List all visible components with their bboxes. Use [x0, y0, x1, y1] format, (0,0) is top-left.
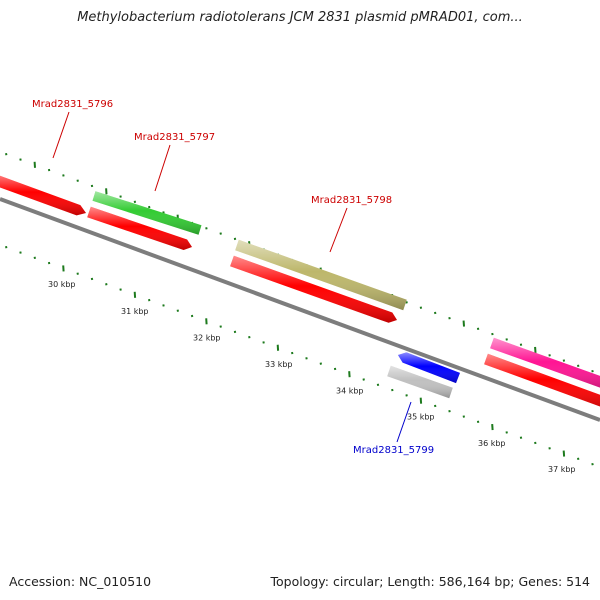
kbp-label: 31 kbp [121, 307, 149, 316]
kbp-label: 36 kbp [478, 439, 506, 448]
cds-5796-feature[interactable] [0, 173, 86, 216]
gene-green-feature[interactable] [92, 191, 202, 235]
gene-label[interactable]: Mrad2831_5797 [134, 132, 215, 143]
cds-5797-feature[interactable] [87, 206, 192, 250]
leader-line [329, 207, 348, 253]
cds-5798-feature[interactable] [230, 255, 397, 323]
map-title: Methylobacterium radiotolerans JCM 2831 … [77, 10, 523, 25]
summary-text: Topology: circular; Length: 586,164 bp; … [270, 574, 591, 589]
accession-text: Accession: NC_010510 [9, 574, 152, 589]
gene-magenta-feature[interactable] [490, 337, 600, 391]
plasmid-backbone [0, 197, 600, 422]
kbp-label: 33 kbp [265, 360, 293, 369]
kbp-label: 35 kbp [407, 413, 435, 422]
gene-olive-feature[interactable] [235, 239, 407, 311]
kbp-label: 37 kbp [548, 465, 576, 474]
gene-features [0, 173, 600, 410]
gene-label[interactable]: Mrad2831_5796 [32, 99, 113, 110]
kbp-scale-track [5, 246, 594, 466]
gene-grey-feature[interactable] [387, 365, 453, 399]
kbp-labels: 30 kbp 31 kbp 32 kbp 33 kbp 34 kbp 35 kbp 36 k… [48, 280, 576, 474]
leader-line [396, 401, 412, 443]
gene-label[interactable]: Mrad2831_5798 [311, 195, 392, 206]
gene-labels: Mrad2831_5796 Mrad2831_5797 Mrad2831_5798 M… [32, 99, 434, 456]
kbp-label: 32 kbp [193, 334, 221, 343]
gene-label[interactable]: Mrad2831_5799 [353, 445, 434, 456]
label-leader-lines [52, 111, 412, 443]
leader-line [52, 111, 70, 159]
kbp-label: 30 kbp [48, 280, 76, 289]
gene-blue-feature[interactable] [398, 352, 460, 384]
kbp-label: 34 kbp [336, 386, 364, 395]
cds-right-feature[interactable] [484, 353, 600, 410]
leader-line [154, 144, 171, 192]
